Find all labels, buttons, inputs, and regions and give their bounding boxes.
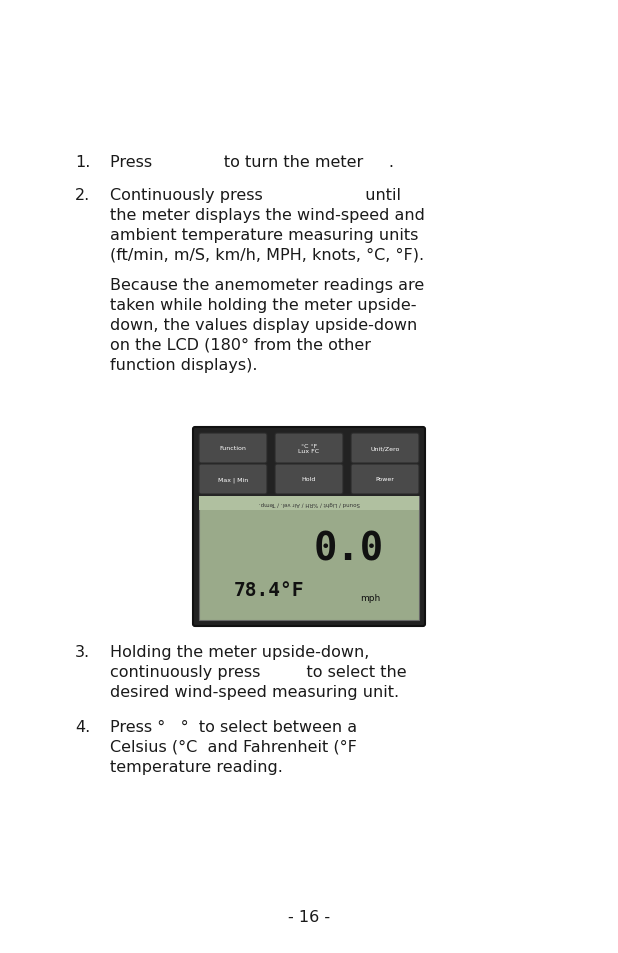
Text: taken while holding the meter upside-: taken while holding the meter upside- — [110, 297, 417, 313]
Text: 78.4°F: 78.4°F — [234, 580, 305, 599]
Text: Press              to turn the meter     .: Press to turn the meter . — [110, 154, 394, 170]
Text: Function: Function — [219, 446, 247, 451]
Text: desired wind-speed measuring unit.: desired wind-speed measuring unit. — [110, 684, 399, 700]
Text: °C °F
Lux FC: °C °F Lux FC — [298, 443, 320, 454]
Text: 2.: 2. — [75, 188, 90, 203]
Text: Hold: Hold — [302, 477, 316, 482]
Text: continuously press         to select the: continuously press to select the — [110, 664, 407, 679]
Text: 1.: 1. — [75, 154, 90, 170]
Text: Max | Min: Max | Min — [218, 476, 248, 482]
Text: function displays).: function displays). — [110, 357, 258, 373]
FancyBboxPatch shape — [193, 428, 425, 626]
FancyBboxPatch shape — [275, 464, 343, 495]
Text: 3.: 3. — [75, 644, 90, 659]
Text: 0.0: 0.0 — [313, 530, 384, 568]
Text: Continuously press                    until: Continuously press until — [110, 188, 401, 203]
FancyBboxPatch shape — [351, 464, 419, 495]
Text: Celsius (°C  and Fahrenheit (°F: Celsius (°C and Fahrenheit (°F — [110, 740, 357, 754]
Bar — [199, 497, 419, 620]
Text: on the LCD (180° from the other: on the LCD (180° from the other — [110, 337, 371, 353]
Text: temperature reading.: temperature reading. — [110, 760, 283, 774]
Text: 4.: 4. — [75, 720, 90, 734]
Bar — [199, 497, 419, 511]
Text: - 16 -: - 16 - — [288, 909, 330, 924]
FancyBboxPatch shape — [275, 434, 343, 463]
Text: Sound / Light / %RH / Air vel. / Temp.: Sound / Light / %RH / Air vel. / Temp. — [258, 501, 360, 506]
Text: down, the values display upside-down: down, the values display upside-down — [110, 317, 417, 333]
Text: Because the anemometer readings are: Because the anemometer readings are — [110, 277, 424, 293]
FancyBboxPatch shape — [199, 464, 267, 495]
Text: Power: Power — [376, 477, 394, 482]
FancyBboxPatch shape — [351, 434, 419, 463]
Text: Holding the meter upside-down,: Holding the meter upside-down, — [110, 644, 370, 659]
Text: the meter displays the wind-speed and: the meter displays the wind-speed and — [110, 208, 425, 223]
Text: (ft/min, m/S, km/h, MPH, knots, °C, °F).: (ft/min, m/S, km/h, MPH, knots, °C, °F). — [110, 248, 424, 263]
Text: Unit/Zero: Unit/Zero — [370, 446, 400, 451]
Text: ambient temperature measuring units: ambient temperature measuring units — [110, 228, 418, 243]
Text: Press °   °  to select between a: Press ° ° to select between a — [110, 720, 357, 734]
Text: mph: mph — [360, 594, 381, 603]
FancyBboxPatch shape — [199, 434, 267, 463]
